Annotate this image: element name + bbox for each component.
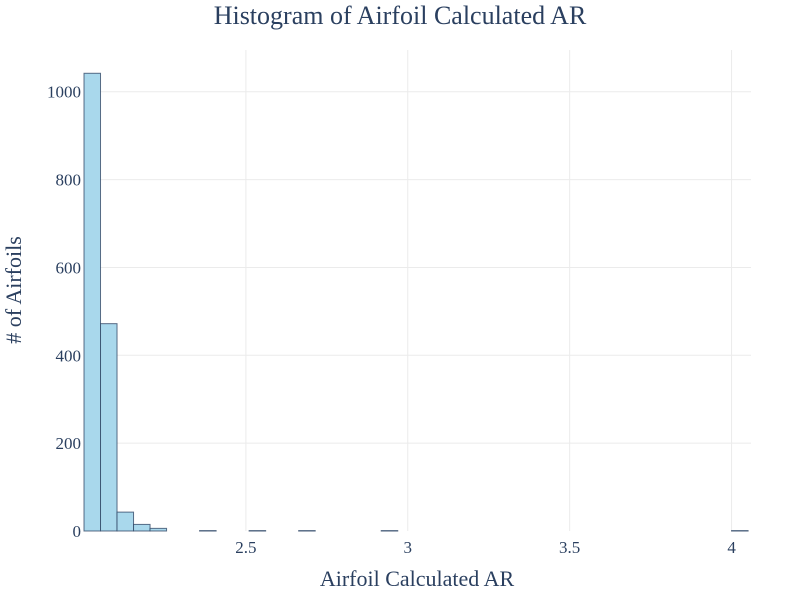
y-tick-label: 200: [56, 434, 82, 453]
x-axis-title: Airfoil Calculated AR: [320, 566, 515, 591]
histogram-bar: [731, 530, 749, 532]
histogram-bar: [83, 72, 102, 532]
y-tick-label: 800: [56, 171, 82, 190]
x-tick-label: 3.5: [559, 538, 580, 557]
histogram-bar: [248, 530, 267, 532]
histogram-bar: [298, 530, 316, 532]
y-tick-label: 600: [56, 258, 82, 277]
histogram-bar: [133, 523, 151, 532]
ticks-layer: 2.5 3 3.5 4 0 200 400 600 800 1000: [47, 83, 736, 557]
histogram-bar: [116, 511, 135, 532]
histogram-bar: [199, 530, 217, 532]
bars-layer: [83, 72, 749, 532]
x-tick-label: 2.5: [235, 538, 256, 557]
histogram-bar: [100, 323, 118, 532]
y-axis-title: # of Airfoils: [1, 236, 26, 344]
x-tick-label: 3: [404, 538, 413, 557]
x-tick-label: 4: [727, 538, 736, 557]
y-tick-label: 400: [56, 346, 82, 365]
grid-layer: [84, 50, 751, 531]
chart-title: Histogram of Airfoil Calculated AR: [214, 1, 587, 30]
histogram-bar: [149, 527, 168, 532]
histogram-bar: [380, 530, 399, 532]
y-tick-label: 0: [73, 522, 82, 541]
y-tick-label: 1000: [47, 83, 81, 102]
